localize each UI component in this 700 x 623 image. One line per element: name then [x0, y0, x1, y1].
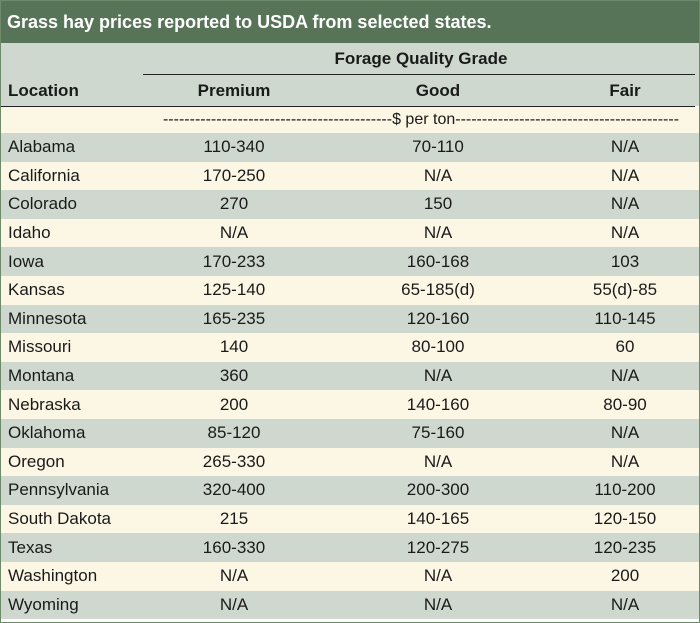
cell-location: Colorado	[8, 194, 77, 214]
cell-fair: N/A	[610, 451, 640, 471]
cell-fair: N/A	[610, 137, 640, 157]
cell-premium: 170-250	[202, 165, 266, 185]
table-header: Forage Quality Grade Location Premium Go…	[1, 43, 699, 106]
cell-fair: N/A	[610, 194, 640, 214]
cell-premium: 165-235	[202, 308, 266, 328]
cell-location: South Dakota	[8, 509, 112, 529]
table-row: South Dakota 215 140-165 120-150	[1, 504, 699, 534]
cell-location: Wyoming	[8, 594, 79, 614]
cell-fair: N/A	[610, 594, 640, 614]
table-body: Alabama 110-340 70-110 N/A California 170-250…	[1, 133, 699, 620]
cell-good: 65-185(d)	[401, 280, 475, 300]
cell-fair: 110-145	[594, 308, 656, 328]
table-row: Oklahoma 85-120 75-160 N/A	[1, 418, 699, 448]
cell-fair: 200	[610, 566, 640, 586]
cell-premium: 360	[219, 366, 249, 386]
cell-premium: N/A	[219, 594, 249, 614]
units-row: ----------------------------------------…	[1, 107, 699, 133]
cell-location: Idaho	[8, 223, 51, 243]
cell-fair: N/A	[610, 223, 640, 243]
cell-good: 70-110	[412, 137, 464, 157]
cell-premium: 85-120	[207, 423, 261, 443]
group-header: Forage Quality Grade	[334, 48, 508, 68]
cell-fair: 55(d)-85	[592, 280, 658, 300]
table-row: Minnesota 165-235 120-160 110-145	[1, 304, 699, 334]
column-header-location: Location	[8, 80, 79, 100]
column-header-fair: Fair	[609, 80, 641, 100]
cell-premium: 125-140	[202, 280, 266, 300]
cell-premium: N/A	[219, 223, 249, 243]
cell-premium: 160-330	[202, 537, 266, 557]
cell-good: 160-168	[406, 251, 470, 271]
table-row: Kansas 125-140 65-185(d) 55(d)-85	[1, 275, 699, 305]
cell-fair: N/A	[610, 366, 640, 386]
table-row: Missouri 140 80-100 60	[1, 333, 699, 362]
cell-fair: 60	[615, 337, 635, 357]
cell-location: Alabama	[8, 137, 76, 157]
cell-premium: 140	[219, 337, 249, 357]
table-row: Texas 160-330 120-275 120-235	[1, 533, 699, 562]
table-row: Alabama 110-340 70-110 N/A	[1, 133, 699, 162]
table-title: Grass hay prices reported to USDA from s…	[1, 1, 699, 43]
units-label: ----------------------------------------…	[162, 111, 680, 128]
cell-premium: N/A	[219, 566, 249, 586]
cell-location: Texas	[8, 537, 53, 557]
cell-good: 75-160	[411, 423, 465, 443]
cell-good: N/A	[423, 594, 453, 614]
group-header-rule	[143, 74, 695, 75]
cell-premium: 215	[219, 509, 249, 529]
cell-location: Oregon	[8, 451, 65, 471]
cell-good: N/A	[423, 366, 453, 386]
cell-good: 200-300	[406, 480, 470, 500]
cell-location: Pennsylvania	[8, 480, 110, 500]
table-row: Iowa 170-233 160-168 103	[1, 247, 699, 276]
table-row: Wyoming N/A N/A N/A	[1, 590, 699, 620]
cell-good: 140-160	[406, 394, 470, 414]
cell-fair: N/A	[610, 165, 640, 185]
cell-premium: 265-330	[202, 451, 266, 471]
cell-location: Kansas	[8, 280, 65, 300]
table-row: Montana 360 N/A N/A	[1, 361, 699, 391]
cell-location: Montana	[8, 366, 75, 386]
table-row: Colorado 270 150 N/A	[1, 190, 699, 219]
cell-premium: 200	[219, 394, 249, 414]
table-row: California 170-250 N/A N/A	[1, 161, 699, 191]
cell-location: Nebraska	[8, 394, 81, 414]
column-header-premium: Premium	[197, 80, 271, 100]
table-row: Oregon 265-330 N/A N/A	[1, 447, 699, 477]
cell-good: 140-165	[406, 509, 470, 529]
table-row: Nebraska 200 140-160 80-90	[1, 390, 699, 419]
cell-good: 120-160	[406, 308, 470, 328]
table-row: Idaho N/A N/A N/A	[1, 218, 699, 248]
column-header-row: Location Premium Good Fair	[1, 75, 699, 106]
cell-location: Washington	[8, 566, 98, 586]
cell-good: N/A	[423, 566, 453, 586]
column-header-good: Good	[415, 80, 461, 100]
cell-premium: 170-233	[202, 251, 266, 271]
cell-location: Oklahoma	[8, 423, 86, 443]
cell-location: California	[8, 165, 80, 185]
cell-good: 150	[423, 194, 453, 214]
cell-fair: 103	[610, 251, 640, 271]
cell-fair: N/A	[610, 423, 640, 443]
cell-location: Minnesota	[8, 308, 87, 328]
cell-premium: 270	[219, 194, 249, 214]
cell-good: N/A	[423, 223, 453, 243]
cell-good: N/A	[423, 451, 453, 471]
cell-good: N/A	[423, 165, 453, 185]
cell-location: Iowa	[8, 251, 44, 271]
cell-fair: 110-200	[594, 480, 656, 500]
cell-good: 120-275	[406, 537, 470, 557]
cell-location: Missouri	[8, 337, 72, 357]
table-row: Pennsylvania 320-400 200-300 110-200	[1, 476, 699, 505]
cell-fair: 120-150	[593, 509, 657, 529]
cell-premium: 110-340	[203, 137, 265, 157]
cell-fair: 80-90	[603, 394, 647, 414]
cell-premium: 320-400	[202, 480, 266, 500]
header-rule	[1, 106, 695, 107]
table-row: Washington N/A N/A 200	[1, 561, 699, 591]
cell-fair: 120-235	[593, 537, 657, 557]
cell-good: 80-100	[411, 337, 465, 357]
